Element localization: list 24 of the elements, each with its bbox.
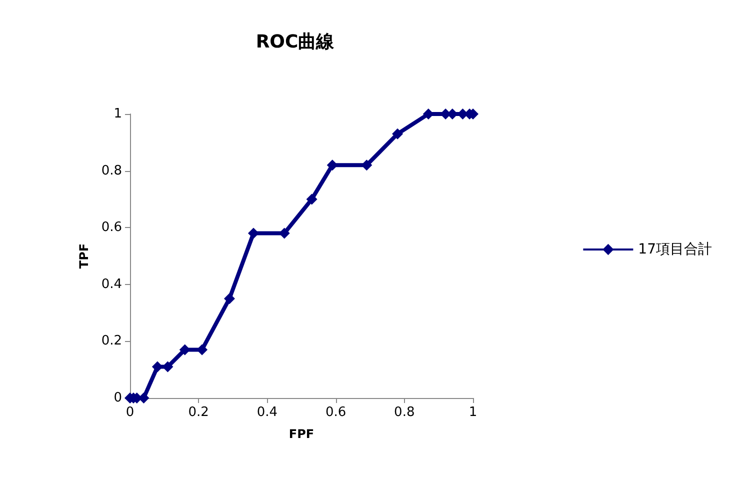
point <box>306 194 318 205</box>
point <box>361 160 372 171</box>
y-axis-title: TPF <box>77 243 91 269</box>
point <box>392 128 404 140</box>
x-tick-label: 0 <box>126 405 134 420</box>
x-tick-label: 0.6 <box>325 405 346 420</box>
point <box>248 228 259 239</box>
x-tick-label: 1 <box>468 405 478 420</box>
x-tick-label: 0.8 <box>394 405 415 420</box>
legend-label: 17項目合計 <box>638 242 712 258</box>
y-tick-label: 0.2 <box>101 334 122 349</box>
point <box>152 361 163 372</box>
x-tick-label: 0.4 <box>256 405 278 420</box>
y-tick-label: 1 <box>114 106 122 122</box>
point <box>224 293 235 304</box>
y-tick-label: 0.6 <box>101 220 122 236</box>
x-axis-title: FPF <box>288 427 314 441</box>
y-tick-label: 0 <box>114 390 122 406</box>
x-tick-label: 0.2 <box>188 405 209 420</box>
y-tick-label: 0.4 <box>101 276 122 292</box>
chart-title: ROC曲線 <box>256 32 336 52</box>
point <box>196 344 208 356</box>
y-tick-label: 0.8 <box>101 163 122 178</box>
point <box>326 160 338 171</box>
